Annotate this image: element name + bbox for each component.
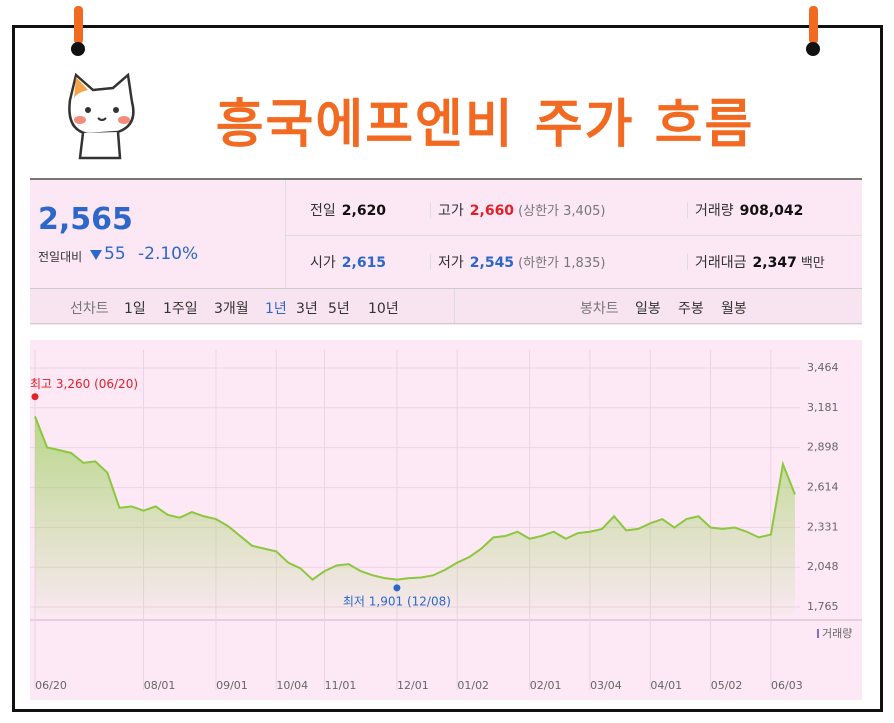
annotation: 최저 1,901 (12/08) xyxy=(343,594,451,608)
y-tick-label: 2,331 xyxy=(807,520,839,533)
field-value: 908,042 xyxy=(739,203,804,219)
separator xyxy=(687,202,688,218)
tab[interactable]: 5년 xyxy=(328,301,350,317)
volume-legend-swatch xyxy=(817,629,819,638)
pin-head xyxy=(71,42,85,56)
pin-head xyxy=(806,42,820,56)
field: 저가 2,545 (하한가 1,835) xyxy=(438,252,605,272)
field: 거래대금 2,347 백만 xyxy=(695,252,825,272)
tab[interactable]: 3개월 xyxy=(214,301,249,317)
tab[interactable]: 1년 xyxy=(265,301,287,317)
tab[interactable]: 주봉 xyxy=(678,301,704,317)
y-tick-label: 3,181 xyxy=(807,401,839,414)
pin xyxy=(809,6,818,44)
y-tick-label: 3,464 xyxy=(807,361,839,374)
field-label: 거래량 xyxy=(695,203,734,219)
field-label: 전일 xyxy=(310,203,336,219)
y-tick-label: 1,765 xyxy=(807,600,839,613)
field-unit: 백만 xyxy=(800,256,825,271)
tab-label: 선차트 xyxy=(70,301,109,317)
tab[interactable]: 일봉 xyxy=(635,301,661,317)
annotation-dot xyxy=(31,393,39,401)
separator xyxy=(430,254,431,270)
x-tick-label: 06/20 xyxy=(35,679,67,692)
tab[interactable]: 월봉 xyxy=(721,301,747,317)
field: 고가 2,660 (상한가 3,405) xyxy=(438,200,605,220)
y-tick-label: 2,898 xyxy=(807,441,839,454)
field-value: 2,347 xyxy=(752,255,797,271)
tab[interactable]: 1주일 xyxy=(163,301,198,317)
field-value: 2,545 xyxy=(469,255,515,271)
separator xyxy=(687,254,688,270)
tabs: 선차트 1일 1주일 3개월 1년 3년 5년 10년 봉차트 일봉 주봉 월봉 xyxy=(30,288,862,324)
field-label: 고가 xyxy=(438,203,464,219)
x-tick-label: 02/01 xyxy=(530,679,562,692)
tab[interactable]: 3년 xyxy=(296,301,318,317)
field-label: 시가 xyxy=(310,255,336,271)
change-label: 전일대비 xyxy=(38,250,83,264)
annotation-dot xyxy=(393,584,401,592)
down-arrow xyxy=(90,250,102,260)
x-tick-label: 08/01 xyxy=(144,679,176,692)
y-tick-label: 2,614 xyxy=(807,481,839,494)
tab[interactable]: 10년 xyxy=(368,301,399,317)
separator xyxy=(285,235,862,236)
annotation: 최고 3,260 (06/20) xyxy=(30,377,138,391)
cat-icon xyxy=(68,72,135,160)
field-label: 저가 xyxy=(438,255,464,271)
field: 전일 2,620 xyxy=(310,200,386,220)
area xyxy=(35,416,795,615)
x-tick-label: 09/01 xyxy=(216,679,248,692)
separator xyxy=(454,289,455,323)
change-rate: -2.10% xyxy=(138,244,199,264)
price-line xyxy=(34,416,796,581)
x-tick-label: 03/04 xyxy=(590,679,622,692)
y-tick-label: 2,048 xyxy=(807,560,839,573)
chart: 1,765 2,048 2,331 2,614 2,898 3,181 3,464 06/20… xyxy=(30,340,862,700)
x-tick-label: 12/01 xyxy=(397,679,429,692)
x-tick-label: 04/01 xyxy=(650,679,682,692)
tab-label: 봉차트 xyxy=(580,301,619,317)
field-value: 2,660 xyxy=(469,203,515,219)
x-tick-label: 10/04 xyxy=(276,679,308,692)
field-value: 2,620 xyxy=(341,203,387,219)
separator xyxy=(285,180,286,288)
volume-label: 거래량 xyxy=(822,627,852,640)
x-tick-label: 05/02 xyxy=(711,679,743,692)
field: 시가 2,615 xyxy=(310,252,386,272)
field-value: 2,615 xyxy=(341,255,387,271)
field: 거래량 908,042 xyxy=(695,200,803,220)
field-note: (하한가 1,835) xyxy=(518,256,606,271)
pin xyxy=(74,6,83,44)
field-label: 거래대금 xyxy=(695,255,747,271)
x-tick-label: 01/02 xyxy=(457,679,489,692)
x-tick-label: 06/03 xyxy=(771,679,803,692)
field-note: (상한가 3,405) xyxy=(518,204,606,219)
title: 흥국에프엔비 주가 흐름 xyxy=(215,95,755,155)
price: 2,565 xyxy=(38,202,133,237)
change: 55 xyxy=(104,244,126,264)
separator xyxy=(430,202,431,218)
tab[interactable]: 1일 xyxy=(124,301,146,317)
x-tick-label: 11/01 xyxy=(325,679,357,692)
frame xyxy=(12,25,883,712)
